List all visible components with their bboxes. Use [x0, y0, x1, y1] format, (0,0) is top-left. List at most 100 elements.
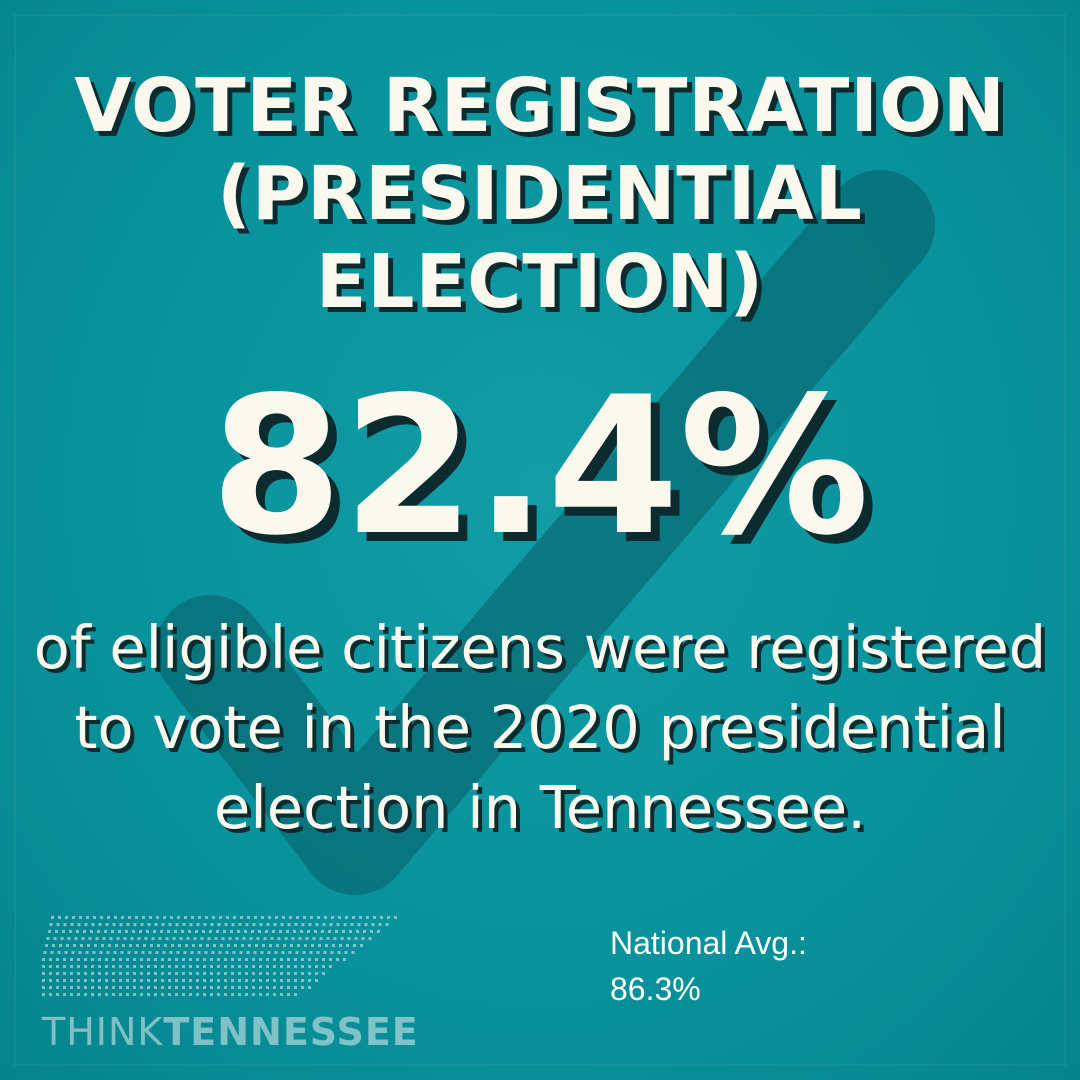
logo-dot [280, 923, 284, 926]
logo-dot [91, 993, 94, 996]
logo-dot [128, 916, 131, 919]
logo-dot [301, 979, 304, 982]
logo-dot [314, 930, 317, 933]
logo-dot [119, 986, 122, 989]
logo-dot [161, 979, 164, 982]
logo-dot [101, 944, 104, 947]
logo-dot [321, 930, 324, 933]
logo-dot [133, 993, 136, 996]
logo-dot [210, 923, 214, 926]
logo-dot [307, 930, 310, 933]
logo-dot [175, 993, 178, 996]
logo-dot [126, 923, 130, 926]
logo-dot [336, 923, 340, 926]
logo-dot [245, 923, 249, 926]
logo-dot [126, 972, 129, 975]
logo-dot [245, 993, 248, 996]
logo-dot [108, 944, 111, 947]
logo-dot [77, 958, 80, 961]
logo-dot [91, 965, 94, 968]
logo-dot [339, 944, 342, 947]
logo-dot [210, 979, 213, 982]
logo-dot [238, 958, 241, 961]
logo-dot [84, 923, 88, 926]
logo-dot [140, 958, 143, 961]
logo-dot [179, 937, 183, 940]
logo-dot [224, 986, 227, 989]
headline-line-3: ELECTION) [315, 239, 765, 325]
logo-dot [105, 986, 108, 989]
logo-dot [169, 951, 173, 954]
logo-dot [220, 944, 223, 947]
logo-dot [252, 986, 255, 989]
logo-dot [58, 916, 61, 919]
logo-dot [301, 958, 304, 961]
logo-dot [182, 923, 186, 926]
logo-dot [217, 965, 220, 968]
logo-dot [263, 937, 267, 940]
logo-dot [247, 916, 250, 919]
logo-dot [56, 923, 60, 926]
logo-dot [168, 965, 171, 968]
logo-dot [134, 951, 138, 954]
logo-dot [49, 993, 52, 996]
logo-dot [287, 993, 290, 996]
logo-dot [259, 958, 262, 961]
logo-dot [98, 979, 101, 982]
logo-dot [123, 937, 127, 940]
logo-dot [91, 972, 94, 975]
logo-dot [154, 986, 157, 989]
logo-dot [210, 986, 213, 989]
logo-dot [252, 958, 255, 961]
logo-dot [72, 916, 75, 919]
logo-dot [105, 972, 108, 975]
logo-dot [286, 930, 289, 933]
logo-dot [53, 937, 57, 940]
logo-dot [308, 986, 311, 989]
logo-dot [224, 979, 227, 982]
logo-dot [182, 986, 185, 989]
logo-dot [301, 923, 305, 926]
national-average-value: 86.3% [610, 971, 701, 1007]
logo-dot [308, 979, 311, 982]
logo-dot [331, 916, 334, 919]
logo-dot [288, 951, 292, 954]
logo-dot [370, 930, 373, 933]
logo-dot [98, 986, 101, 989]
logo-dot [189, 958, 192, 961]
logo-dot [311, 944, 314, 947]
logo-dot [343, 958, 346, 961]
logo-dot [251, 930, 254, 933]
logo-dot [154, 972, 157, 975]
logo-dot [77, 923, 81, 926]
logo-dot [227, 944, 230, 947]
logo-dot [84, 993, 87, 996]
logo-dot [202, 930, 205, 933]
logo-dot [70, 972, 73, 975]
logo-dot [113, 951, 117, 954]
logo-dot [70, 965, 73, 968]
logo-dot [154, 965, 157, 968]
logo-dot [189, 965, 192, 968]
logo-dot [301, 965, 304, 968]
logo-dot [234, 944, 237, 947]
logo-dot [126, 986, 129, 989]
logo-dot [84, 972, 87, 975]
logo-dot [282, 916, 285, 919]
logo-dot [133, 979, 136, 982]
logo-dot [287, 986, 290, 989]
logo-dot [178, 944, 181, 947]
logo-dot [140, 972, 143, 975]
logo-dot [105, 979, 108, 982]
logo-dot [109, 937, 113, 940]
logo-dot [112, 972, 115, 975]
logo-dot [147, 993, 150, 996]
logo-dot [139, 930, 142, 933]
logo-dot [140, 965, 143, 968]
logo-dot [191, 916, 194, 919]
logo-dot [210, 958, 213, 961]
logo-dot [252, 979, 255, 982]
logo-dot [231, 979, 234, 982]
logo-dot [79, 916, 82, 919]
logo-dot [119, 979, 122, 982]
